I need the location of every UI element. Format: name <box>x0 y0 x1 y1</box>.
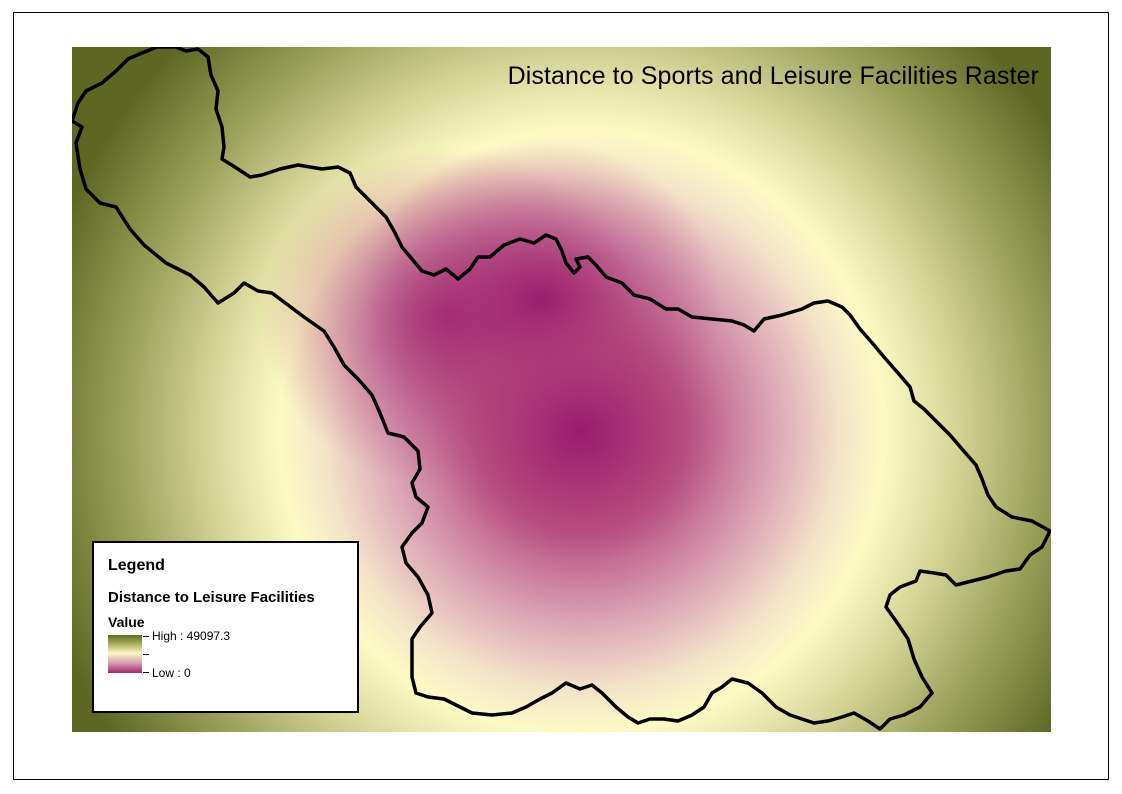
legend-field-name: Value <box>108 614 145 630</box>
legend-tick-high <box>143 636 149 637</box>
legend-tick-mid <box>143 654 149 655</box>
legend-color-ramp <box>108 635 142 673</box>
legend-high-label: High : 49097.3 <box>152 629 231 643</box>
legend-layer-name: Distance to Leisure Facilities <box>108 589 315 606</box>
facility-hotspot-south <box>430 301 730 561</box>
map-title: Distance to Sports and Leisure Facilitie… <box>507 62 1039 90</box>
legend-low-label: Low : 0 <box>152 666 191 680</box>
legend-tick-low <box>143 672 149 673</box>
legend-title: Legend <box>108 557 165 574</box>
legend[interactable]: Legend Distance to Leisure Facilities Va… <box>92 541 359 713</box>
district-boundary <box>72 47 1051 731</box>
